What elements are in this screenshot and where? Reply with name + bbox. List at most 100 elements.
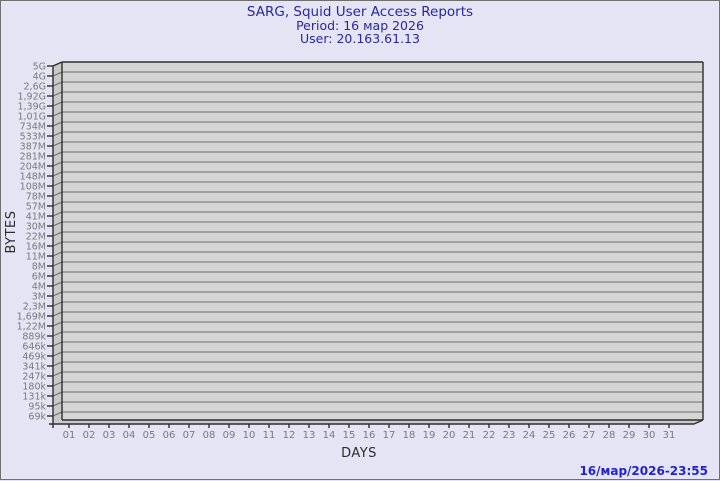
wall-gridline — [52, 211, 63, 217]
wall-gridline — [52, 391, 63, 397]
wall-gridline — [52, 181, 63, 187]
wall-gridline — [52, 411, 63, 417]
wall-gridline — [52, 371, 63, 377]
y-tick-label: 533M — [20, 131, 46, 142]
y-tick-label: 4G — [33, 71, 46, 82]
x-tick-label: 09 — [223, 430, 236, 441]
wall-gridline — [52, 251, 63, 257]
x-axis-title: DAYS — [341, 446, 377, 461]
y-tick-label: 16M — [26, 241, 46, 252]
wall-gridline — [52, 91, 63, 97]
wall-gridline — [52, 301, 63, 307]
y-tick-label: 8M — [32, 261, 46, 272]
y-tick-labels: 5G4G2,6G1,92G1,39G1,01G734M533M387M281M2… — [17, 61, 47, 422]
x-tick-label: 20 — [443, 430, 456, 441]
y-ticks — [47, 65, 53, 417]
x-tick-label: 23 — [503, 430, 516, 441]
y-tick-label: 387M — [20, 141, 46, 152]
y-tick-label: 131k — [22, 391, 46, 402]
wall-gridline — [52, 311, 63, 317]
x-tick-label: 05 — [143, 430, 156, 441]
y-tick-label: 148M — [20, 171, 46, 182]
y-tick-label: 281M — [20, 151, 46, 162]
y-tick-label: 341k — [22, 361, 46, 372]
wall-gridline — [52, 271, 63, 277]
x-tick-label: 27 — [583, 430, 596, 441]
x-tick-label: 21 — [463, 430, 476, 441]
y-tick-label: 2,6G — [24, 81, 46, 92]
wall-gridline — [52, 171, 63, 177]
x-tick-label: 22 — [483, 430, 496, 441]
y-tick-label: 95k — [28, 401, 46, 412]
generation-timestamp: 16/мар/2026-23:55 — [579, 464, 708, 478]
y-tick-label: 69k — [28, 411, 46, 422]
x-ticks — [68, 424, 670, 428]
wall-gridline — [52, 401, 63, 407]
x-tick-labels: 01 02 03 04 05 06 07 08 09 10 11 12 13 14 15 16 17 18 19 20… — [63, 430, 676, 441]
y-tick-label: 889k — [22, 331, 46, 342]
wall-top-edge — [52, 61, 63, 67]
x-tick-label: 12 — [283, 430, 296, 441]
wall-gridline — [52, 201, 63, 207]
x-tick-label: 25 — [543, 430, 556, 441]
y-tick-label: 41M — [26, 211, 46, 222]
y-tick-label: 57M — [26, 201, 46, 212]
wall-gridline — [52, 361, 63, 367]
plot-area — [62, 62, 703, 420]
y-tick-label: 6M — [32, 271, 46, 282]
x-tick-label: 29 — [623, 430, 636, 441]
y-tick-label: 734M — [20, 121, 46, 132]
y-tick-label: 1,69M — [17, 311, 46, 322]
wall-gridline — [52, 321, 63, 327]
wall-gridline — [52, 161, 63, 167]
report-period: Period: 16 мар 2026 — [296, 18, 424, 33]
wall-gridline — [52, 131, 63, 137]
x-tick-label: 13 — [303, 430, 316, 441]
wall-gridline — [52, 121, 63, 127]
x-tick-label: 31 — [663, 430, 676, 441]
x-tick-label: 07 — [183, 430, 196, 441]
y-tick-label: 247k — [22, 371, 46, 382]
y-tick-label: 5G — [33, 61, 46, 72]
y-tick-label: 78M — [26, 191, 46, 202]
x-tick-label: 17 — [383, 430, 396, 441]
report-user: User: 20.163.61.13 — [300, 31, 420, 46]
wall-gridline — [52, 111, 63, 117]
y-tick-label: 30M — [26, 221, 46, 232]
wall-gridline — [52, 351, 63, 357]
y-tick-label: 204M — [20, 161, 46, 172]
wall-gridline — [52, 281, 63, 287]
y-tick-label: 180k — [22, 381, 46, 392]
y-tick-label: 1,22M — [17, 321, 46, 332]
wall-gridline — [52, 261, 63, 267]
x-tick-label: 08 — [203, 430, 216, 441]
wall-gridline — [52, 191, 63, 197]
x-tick-label: 14 — [323, 430, 336, 441]
y-tick-label: 469k — [22, 351, 46, 362]
wall-gridline — [52, 231, 63, 237]
x-tick-label: 06 — [163, 430, 176, 441]
y-tick-label: 11M — [26, 251, 46, 262]
y-tick-label: 3M — [32, 291, 46, 302]
y-grid — [62, 61, 703, 413]
x-tick-label: 11 — [263, 430, 276, 441]
wall-gridline — [52, 221, 63, 227]
y-axis-title: BYTES — [4, 210, 19, 253]
wall-gridline — [52, 241, 63, 247]
y-tick-label: 2,3M — [23, 301, 46, 312]
wall-gridline — [52, 101, 63, 107]
wall-gridline — [52, 81, 63, 87]
y-tick-label: 4M — [32, 281, 46, 292]
y-tick-label: 1,92G — [17, 91, 46, 102]
floor — [53, 420, 703, 424]
wall-gridline — [52, 331, 63, 337]
report-title: SARG, Squid User Access Reports — [246, 4, 474, 20]
y-tick-label: 22M — [26, 231, 46, 242]
x-tick-label: 16 — [363, 430, 376, 441]
y-tick-label: 1,39G — [17, 101, 46, 112]
report-header: SARG, Squid User Access Reports Period: … — [1, 4, 719, 46]
x-tick-label: 30 — [643, 430, 656, 441]
wall-gridline — [52, 71, 63, 77]
wall-gridline — [52, 141, 63, 147]
